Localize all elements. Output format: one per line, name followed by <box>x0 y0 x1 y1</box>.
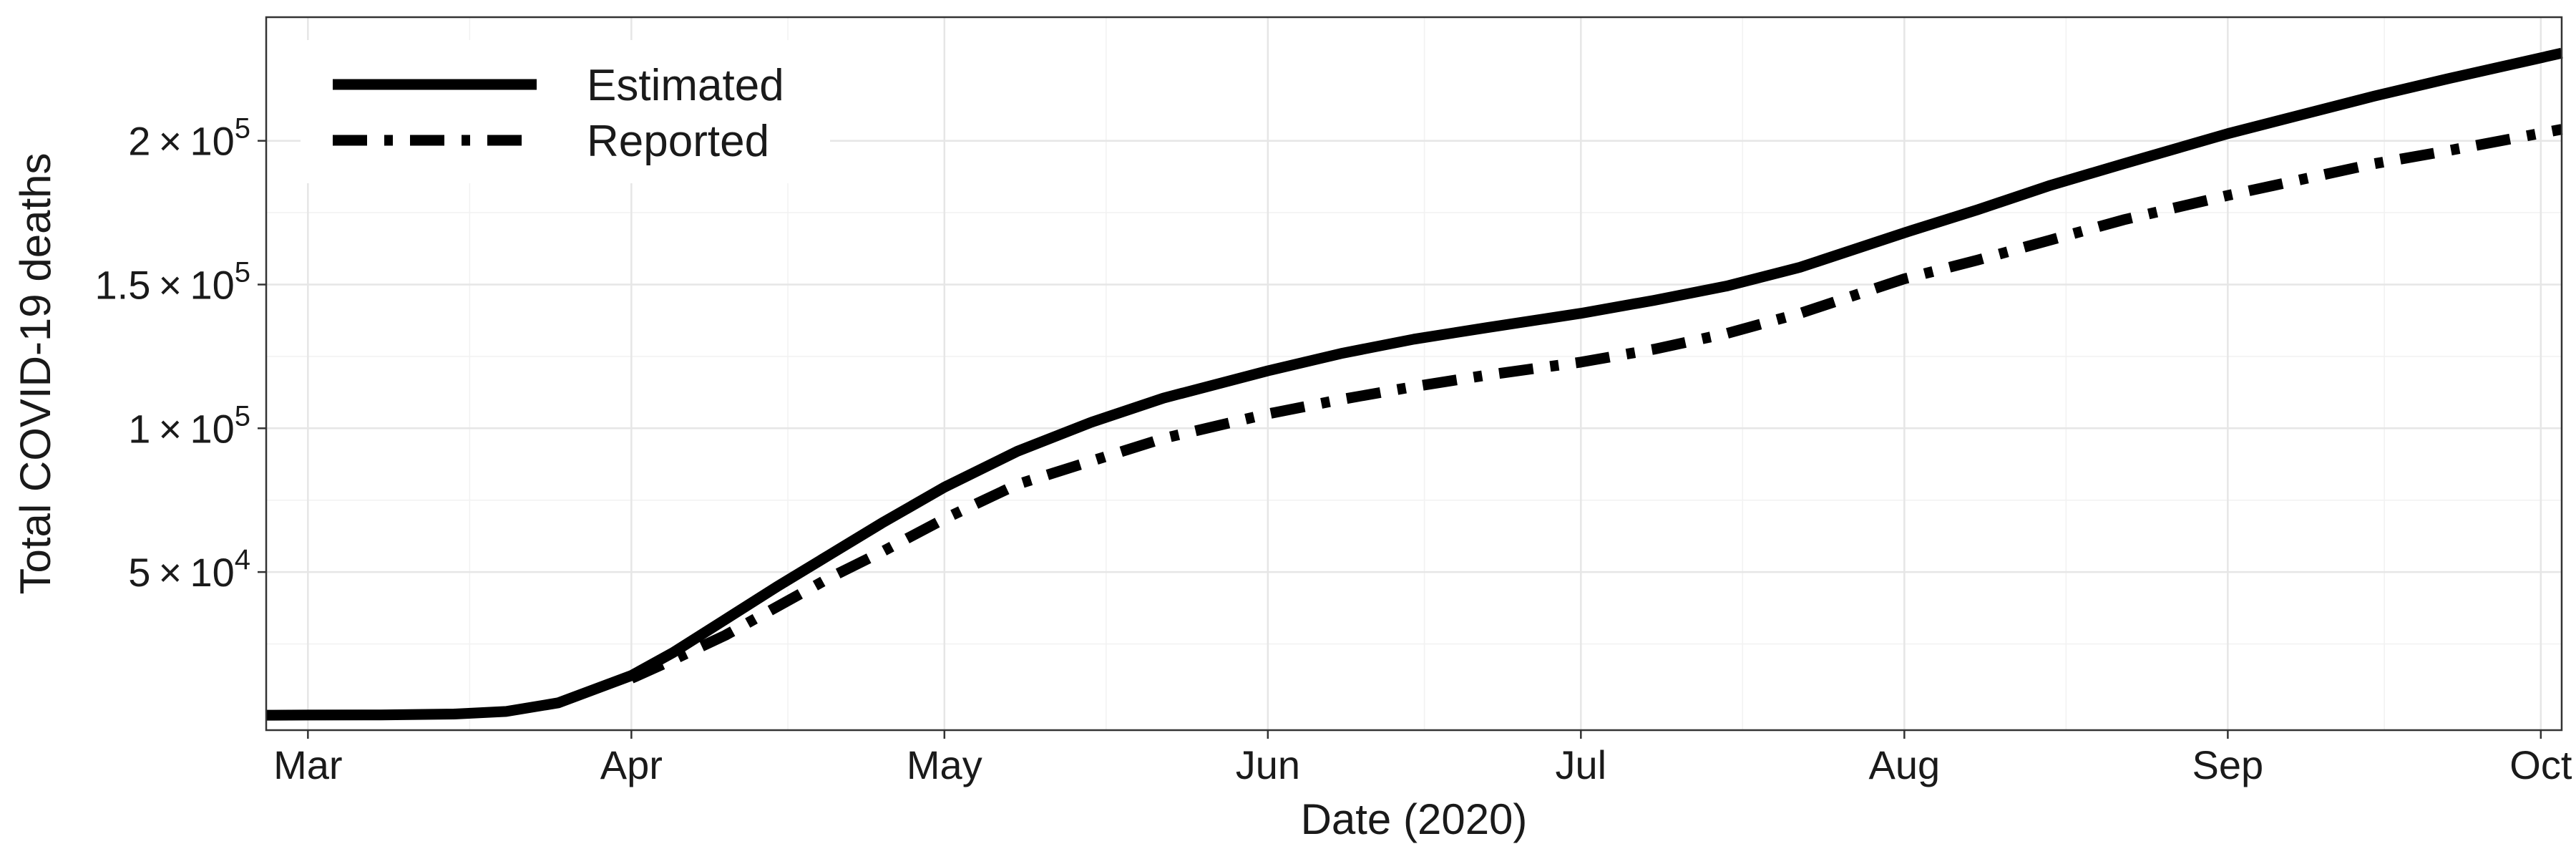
x-tick-label: Jun <box>1236 742 1300 787</box>
y-tick-label: 2 × 105 <box>128 113 250 164</box>
y-tick-label: 5 × 104 <box>128 544 250 595</box>
legend-label-estimated: Estimated <box>587 61 784 110</box>
legend-label-reported: Reported <box>587 117 769 166</box>
series-group <box>265 47 2563 721</box>
x-tick-label: Mar <box>273 742 342 787</box>
y-axis-label: Total COVID-19 deaths <box>11 153 59 595</box>
x-tick-label: Jul <box>1556 742 1607 787</box>
y-tick-label: 1.5 × 105 <box>94 257 250 308</box>
x-tick-label: Apr <box>600 742 663 787</box>
x-axis: Mar Apr May Jun Jul Aug Sep Oct <box>273 730 2572 787</box>
panel-border <box>265 16 2563 732</box>
x-tick-label: Sep <box>2192 742 2264 787</box>
y-axis: 5 × 104 1 × 105 1.5 × 105 2 × 105 <box>94 113 266 595</box>
y-tick-label: 1 × 105 <box>128 400 250 451</box>
x-tick-label: May <box>907 742 982 787</box>
x-tick-label: Aug <box>1869 742 1941 787</box>
x-tick-label: Oct <box>2509 742 2572 787</box>
series-line-estimated <box>265 47 2563 721</box>
legend-background <box>301 40 830 183</box>
x-axis-label: Date (2020) <box>1301 795 1528 843</box>
legend: Estimated Reported <box>301 40 830 183</box>
series-line-reported <box>629 124 2563 684</box>
